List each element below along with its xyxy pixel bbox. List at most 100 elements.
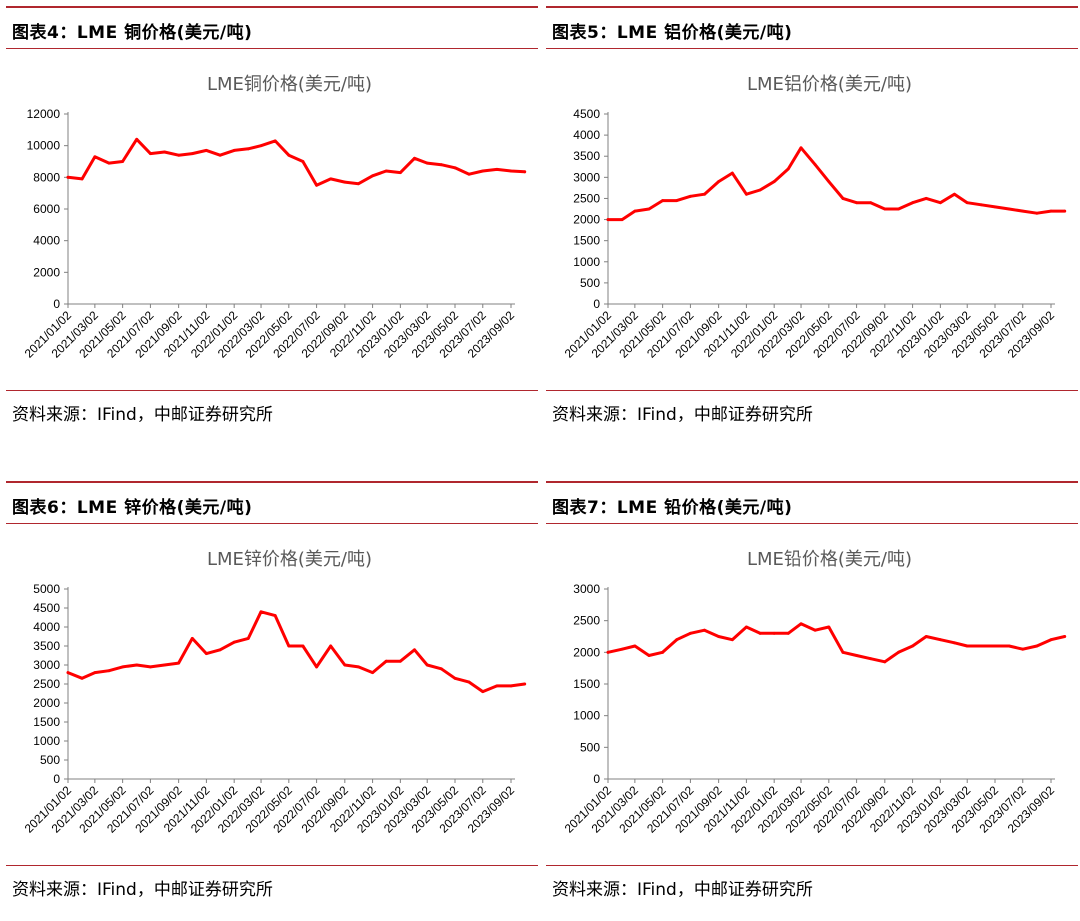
- data-point: [689, 631, 692, 635]
- data-point: [177, 661, 181, 665]
- data-point: [80, 676, 84, 680]
- data-point: [329, 177, 333, 181]
- y-tick-label: 10000: [27, 139, 61, 153]
- data-point: [135, 137, 139, 141]
- y-tick-label: 2000: [573, 645, 600, 659]
- series-line: [66, 610, 527, 694]
- figure-panel-lme-copper: 图表4：LME 铜价格(美元/吨) LME铜价格(美元/吨) 0 2000 4000 6…: [6, 6, 538, 446]
- data-point: [1049, 209, 1053, 213]
- data-point: [647, 207, 651, 211]
- data-point: [979, 644, 983, 648]
- y-tick-label: 3000: [573, 170, 600, 184]
- data-point: [121, 160, 125, 163]
- y-tick-label: 0: [53, 297, 60, 311]
- y-tick-label: 2500: [33, 677, 60, 691]
- data-point: [357, 665, 360, 669]
- data-point: [398, 171, 402, 174]
- data-point: [855, 654, 858, 657]
- data-point: [841, 650, 845, 654]
- data-point: [827, 625, 831, 629]
- y-tick-label: 12000: [27, 107, 61, 121]
- data-point: [107, 161, 111, 165]
- y-tick-label: 8000: [33, 170, 60, 184]
- chart-lme-aluminum: LME铝价格(美元/吨) 0 500 1000 1500 2000 2500 3000 3500…: [562, 74, 1067, 361]
- y-tick-label: 2500: [573, 614, 600, 628]
- data-point: [703, 628, 706, 632]
- data-point: [439, 667, 443, 671]
- data-point: [384, 169, 388, 173]
- data-point: [371, 174, 374, 178]
- data-point: [495, 168, 499, 171]
- data-point: [965, 644, 969, 648]
- bottom-rule: [546, 865, 1078, 866]
- figure-panel-lme-aluminum: 图表5：LME 铝价格(美元/吨) LME铝价格(美元/吨) 0 500 1000 15…: [546, 6, 1078, 446]
- data-point: [661, 650, 665, 654]
- y-tick-label: 2500: [573, 191, 600, 205]
- data-point: [287, 644, 291, 648]
- data-point: [218, 153, 222, 157]
- data-point: [606, 218, 610, 221]
- source-note: 资料来源：IFind，中邮证券研究所: [12, 405, 273, 425]
- y-tick-label: 1500: [573, 234, 600, 248]
- data-point: [786, 167, 790, 171]
- data-point: [232, 149, 236, 152]
- data-point: [786, 631, 790, 635]
- data-point: [107, 669, 111, 673]
- data-point: [315, 665, 318, 669]
- data-point: [135, 663, 139, 667]
- data-point: [1007, 207, 1011, 211]
- data-point: [675, 638, 679, 642]
- y-tick-label: 0: [53, 772, 60, 786]
- data-point: [163, 663, 166, 667]
- data-point: [190, 152, 194, 155]
- data-point: [232, 640, 236, 644]
- data-point: [149, 152, 152, 155]
- data-point: [799, 146, 803, 150]
- data-point: [979, 203, 983, 207]
- data-point: [93, 155, 97, 159]
- y-tick-label: 3500: [573, 149, 600, 163]
- top-rule: [546, 481, 1078, 483]
- data-point: [190, 637, 194, 640]
- data-point: [911, 644, 914, 648]
- data-point: [620, 218, 624, 221]
- y-tick-label: 500: [580, 276, 600, 290]
- data-point: [1035, 644, 1039, 648]
- data-point: [163, 150, 166, 154]
- data-point: [799, 622, 803, 626]
- chart-title: LME铅价格(美元/吨): [747, 549, 912, 570]
- data-point: [301, 160, 305, 163]
- y-tick-label: 1000: [573, 709, 600, 723]
- data-point: [218, 648, 222, 652]
- data-point: [205, 149, 208, 152]
- data-point: [813, 163, 817, 167]
- top-rule: [546, 6, 1078, 8]
- data-point: [993, 644, 997, 648]
- y-tick-label: 0: [593, 772, 600, 786]
- data-point: [745, 625, 748, 629]
- figure-title: 图表5：LME 铝价格(美元/吨): [552, 23, 793, 43]
- y-tick-label: 3000: [573, 582, 600, 596]
- data-point: [1021, 647, 1025, 651]
- data-point: [1063, 635, 1067, 638]
- data-point: [1063, 209, 1067, 213]
- data-point: [717, 180, 721, 183]
- source-note: 资料来源：IFind，中邮证券研究所: [552, 880, 813, 900]
- data-point: [897, 207, 900, 211]
- y-tick-label: 4000: [573, 128, 600, 142]
- data-point: [703, 192, 706, 196]
- data-point: [911, 201, 914, 205]
- data-point: [730, 171, 734, 175]
- data-point: [343, 663, 347, 667]
- top-rule: [6, 481, 538, 483]
- y-tick-label: 0: [593, 297, 600, 311]
- data-point: [620, 647, 624, 651]
- y-tick-label: 1500: [33, 715, 60, 729]
- data-point: [758, 631, 762, 635]
- y-tick-label: 4500: [33, 601, 60, 615]
- data-point: [993, 205, 997, 209]
- data-point: [66, 671, 70, 674]
- data-point: [495, 684, 499, 688]
- data-point: [813, 628, 817, 632]
- y-tick-label: 1000: [573, 255, 600, 269]
